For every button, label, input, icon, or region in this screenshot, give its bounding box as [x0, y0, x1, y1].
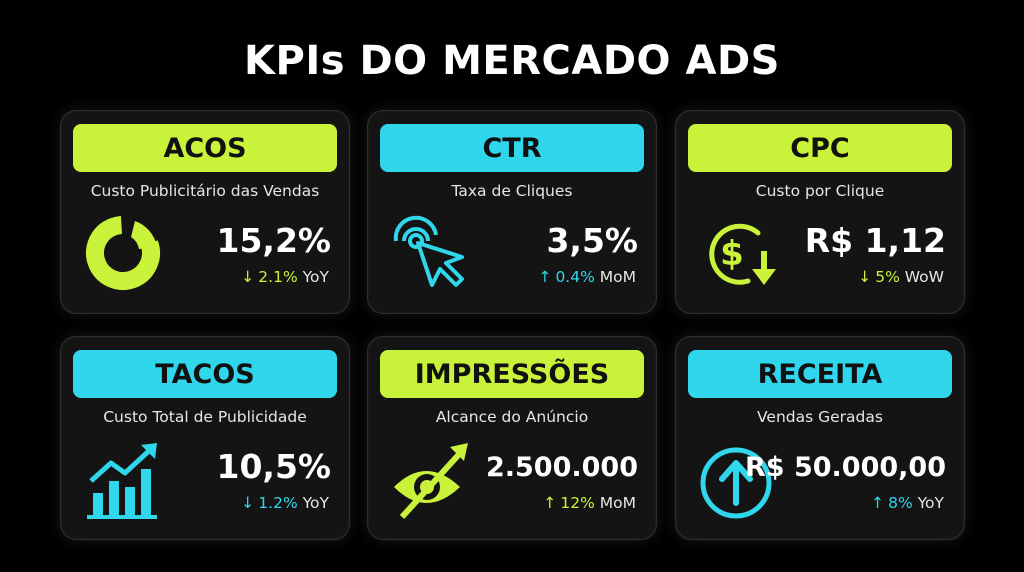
kpi-card-ctr: CTR Taxa de Cliques 3,5% ↑ 0.4% MoM: [367, 110, 657, 314]
trend-period: YoY: [917, 494, 944, 512]
kpi-trend: ↑ 12% MoM: [543, 494, 636, 512]
kpi-value: 3,5%: [546, 221, 638, 260]
trend-arrow: ↓: [241, 268, 255, 286]
kpi-header: TACOS: [73, 350, 337, 398]
kpi-header: RECEITA: [688, 350, 952, 398]
kpi-card-acos: ACOS Custo Publicitário das Vendas 15,2%…: [60, 110, 350, 314]
kpi-value: R$ 50.000,00: [745, 452, 946, 483]
trend-period: MoM: [599, 494, 636, 512]
kpi-subtitle: Custo por Clique: [755, 182, 885, 200]
trend-period: WoW: [904, 268, 944, 286]
eye-arrow-icon: [388, 437, 472, 521]
kpi-subtitle: Taxa de Cliques: [451, 182, 573, 200]
kpi-value: 15,2%: [216, 221, 332, 260]
page-title: KPIs DO MERCADO ADS: [244, 38, 780, 84]
kpi-subtitle: Custo Total de Publicidade: [103, 408, 307, 426]
donut-chart-icon: [81, 211, 165, 295]
kpi-trend: ↓ 2.1% YoY: [241, 268, 329, 286]
kpi-header: CTR: [380, 124, 644, 172]
kpi-trend: ↑ 8% YoY: [871, 494, 944, 512]
trend-pct: 2.1%: [258, 268, 298, 286]
trend-arrow: ↑: [538, 268, 552, 286]
kpi-card-receita: RECEITA Vendas Geradas R$ 50.000,00 ↑ 8% …: [675, 336, 965, 540]
trend-arrow: ↑: [871, 494, 885, 512]
trend-pct: 1.2%: [258, 494, 298, 512]
kpi-value: 2.500.000: [485, 452, 638, 483]
trend-arrow: ↑: [543, 494, 557, 512]
kpi-card-cpc: CPC Custo por Clique $ R$ 1,12 ↓ 5% WoW: [675, 110, 965, 314]
trend-pct: 8%: [888, 494, 913, 512]
dollar-down-icon: $: [696, 211, 780, 295]
trend-period: MoM: [599, 268, 636, 286]
kpi-header: IMPRESSÕES: [380, 350, 644, 398]
kpi-trend: ↑ 0.4% MoM: [538, 268, 636, 286]
trend-arrow: ↓: [858, 268, 872, 286]
kpi-trend: ↓ 5% WoW: [858, 268, 944, 286]
trend-pct: 12%: [560, 494, 595, 512]
kpi-value: R$ 1,12: [804, 221, 946, 260]
cursor-click-icon: [388, 211, 472, 295]
kpi-header: CPC: [688, 124, 952, 172]
kpi-subtitle: Vendas Geradas: [757, 408, 883, 426]
svg-text:$: $: [720, 234, 744, 274]
kpi-trend: ↓ 1.2% YoY: [241, 494, 329, 512]
trend-pct: 0.4%: [555, 268, 595, 286]
arrow-up-circle-icon: [696, 437, 780, 521]
kpi-card-impressoes: IMPRESSÕES Alcance do Anúncio 2.500.000 …: [367, 336, 657, 540]
bar-chart-growth-icon: [81, 437, 165, 521]
trend-period: YoY: [302, 268, 329, 286]
trend-arrow: ↓: [241, 494, 255, 512]
kpi-subtitle: Alcance do Anúncio: [435, 408, 589, 426]
kpi-card-tacos: TACOS Custo Total de Publicidade 10,5% ↓…: [60, 336, 350, 540]
trend-pct: 5%: [875, 268, 900, 286]
kpi-value: 10,5%: [216, 447, 332, 486]
kpi-subtitle: Custo Publicitário das Vendas: [90, 182, 320, 200]
trend-period: YoY: [302, 494, 329, 512]
kpi-header: ACOS: [73, 124, 337, 172]
